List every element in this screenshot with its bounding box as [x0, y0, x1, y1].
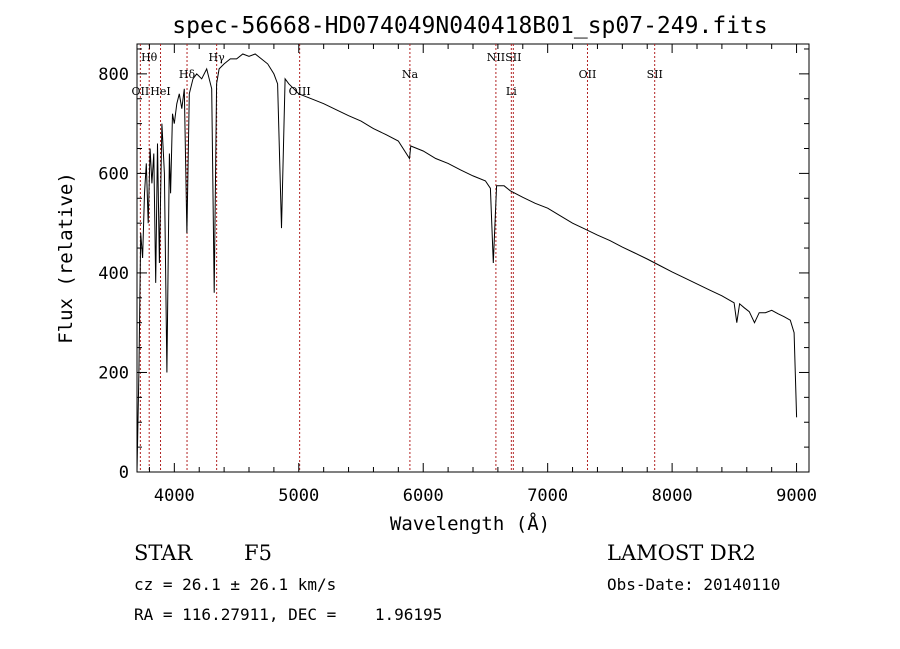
y-tick-label: 600 [98, 164, 129, 184]
object-class: STAR [134, 541, 193, 565]
line-marker-group [139, 44, 656, 472]
line-marker-label: SII [505, 51, 521, 64]
line-marker-label: OII [132, 85, 150, 98]
coordinates-text: RA = 116.27911, DEC = 1.96195 [134, 605, 442, 624]
y-axis-ticks: 0 200 400 600 800 [98, 48, 809, 483]
line-marker-label: HeI [150, 85, 170, 98]
x-axis-ticks: 4000 5000 6000 7000 8000 9000 [148, 44, 817, 506]
x-tick-label: 6000 [403, 486, 444, 506]
line-marker-label: SII [647, 68, 663, 81]
line-marker-label: Li [506, 85, 517, 98]
obs-date-text: Obs-Date: 20140110 [607, 575, 780, 594]
survey-label: LAMOST DR2 [607, 541, 756, 565]
x-tick-label: 9000 [776, 486, 817, 506]
y-axis-label: Flux (relative) [55, 172, 77, 344]
x-tick-label: 7000 [527, 486, 568, 506]
line-marker-label: Na [402, 68, 419, 81]
line-marker-label: Hθ [141, 51, 158, 64]
object-subclass: F5 [244, 541, 272, 565]
y-tick-label: 800 [98, 65, 129, 85]
x-axis-label: Wavelength (Å) [390, 512, 550, 535]
chart-title: spec-56668-HD074049N040418B01_sp07-249.f… [172, 13, 767, 39]
x-tick-label: 8000 [652, 486, 693, 506]
y-tick-label: 400 [98, 264, 129, 284]
plot-frame [136, 43, 810, 473]
line-marker-label: OIII [289, 85, 311, 98]
line-marker-label: Hγ [209, 51, 226, 64]
y-tick-label: 200 [98, 363, 129, 383]
line-marker-label: Hδ [179, 68, 196, 81]
line-marker-label: OII [579, 68, 597, 81]
spectrum-series-line [136, 53, 798, 473]
x-tick-label: 4000 [154, 486, 195, 506]
redshift-text: cz = 26.1 ± 26.1 km/s [134, 575, 336, 594]
x-tick-label: 5000 [278, 486, 319, 506]
line-marker-label-group: OII Hθ HeI Hδ Hγ OIII Na NII Li SII OII SII [132, 51, 663, 98]
y-tick-label: 0 [119, 463, 129, 483]
line-marker-label: NII [487, 51, 505, 64]
